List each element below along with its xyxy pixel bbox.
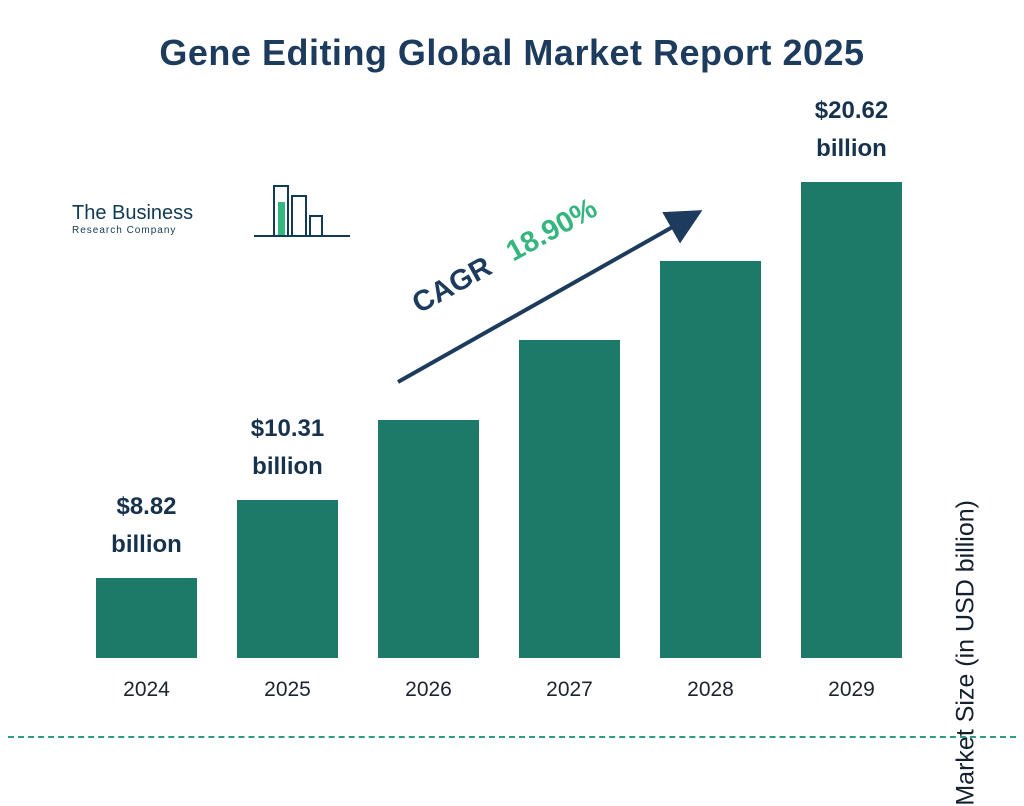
x-axis-label-2026: 2026 xyxy=(405,678,452,701)
bar-chart: $8.82 billion 2024 $10.31 billion 2025 2026 202… xyxy=(96,92,902,701)
logo-line1: The Business xyxy=(72,202,194,224)
bar-2026 xyxy=(378,420,479,658)
bar-column-2028: 2028 xyxy=(660,261,761,701)
bar-column-2024: $8.82 billion 2024 xyxy=(96,488,197,701)
bar-column-2026: 2026 xyxy=(378,420,479,701)
bottom-dashed-divider xyxy=(8,736,1016,738)
bar-column-2027: 2027 xyxy=(519,340,620,701)
bar-column-2029: $20.62 billion 2029 xyxy=(801,92,902,701)
bar-value-label-2025: $10.31 billion xyxy=(250,415,325,480)
y-axis-label: Market Size (in USD billion) xyxy=(952,500,980,806)
page-title: Gene Editing Global Market Report 2025 xyxy=(159,32,865,73)
logo-line2: Research Company xyxy=(72,225,177,236)
x-axis-label-2028: 2028 xyxy=(687,678,734,701)
x-axis-label-2025: 2025 xyxy=(264,678,311,701)
company-logo-text: The Business Research Company xyxy=(72,202,193,236)
bar-value-label-2024: $8.82 billion xyxy=(111,493,182,558)
logo-bar-chart-icon xyxy=(254,185,350,237)
x-axis-label-2024: 2024 xyxy=(123,678,170,701)
x-axis-label-2027: 2027 xyxy=(546,678,593,701)
bar-value-label-2029: $20.62 billion xyxy=(814,97,889,162)
x-axis-label-2029: 2029 xyxy=(828,678,875,701)
bar-column-2025: $10.31 billion 2025 xyxy=(237,410,338,701)
company-logo: The Business Research Company xyxy=(72,185,350,252)
bar-2024 xyxy=(96,578,197,658)
bar-2025 xyxy=(237,500,338,658)
bar-2027 xyxy=(519,340,620,658)
bar-2028 xyxy=(660,261,761,658)
bar-2029 xyxy=(801,182,902,658)
